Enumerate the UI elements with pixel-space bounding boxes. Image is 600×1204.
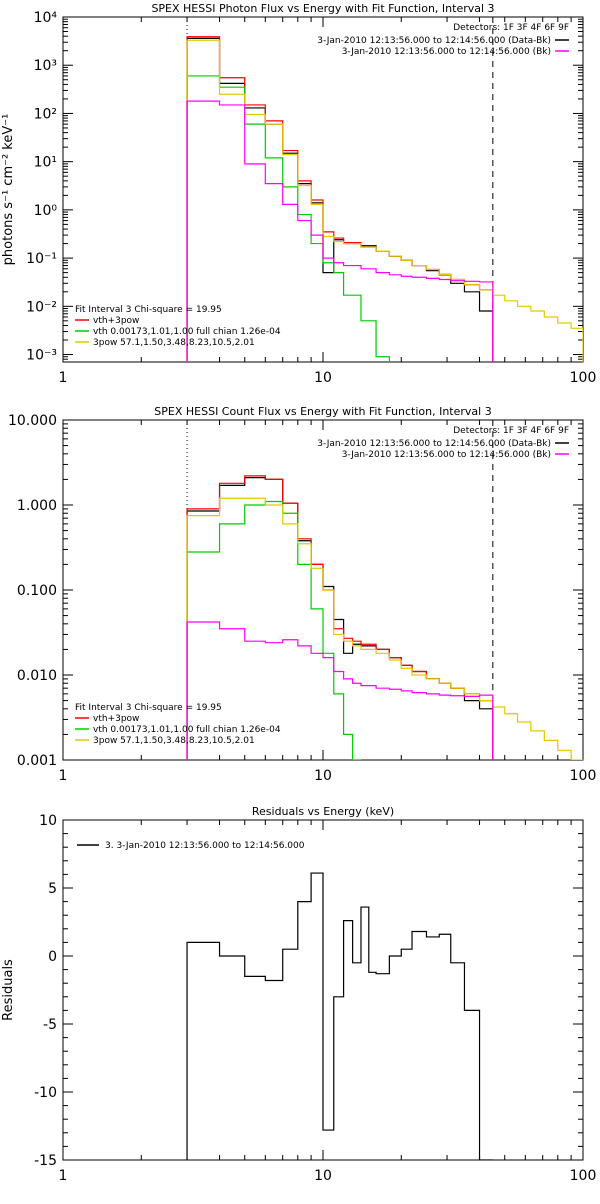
x-tick-label: 1 — [59, 768, 68, 784]
y-axis-label: photons s⁻¹ cm⁻² keV⁻¹ — [1, 114, 16, 266]
y-tick-label: 10.000 — [8, 413, 57, 429]
y-tick-label: -10 — [34, 1085, 57, 1101]
legend-entry-text: 3-Jan-2010 12:13:56.000 to 12:14:56.000 … — [342, 47, 551, 57]
series-group — [186, 872, 493, 1160]
y-tick-label: 10 — [39, 813, 57, 829]
y-tick-label: 10⁴ — [34, 10, 58, 26]
series-3-histogram — [186, 497, 583, 760]
fit-legend-entry: vth+3pow — [93, 714, 139, 724]
fit-legend-entry: 3pow 57.1,1.50,3.48,8.23,10.5,2.01 — [93, 338, 255, 348]
y-tick-label: 10⁻¹ — [26, 251, 57, 267]
fit-legend-title: Fit Interval 3 Chi-square = 19.95 — [75, 703, 222, 713]
y-tick-label: 1.000 — [17, 498, 57, 514]
y-tick-label: 0.001 — [17, 753, 57, 769]
y-tick-label: 0.010 — [17, 668, 57, 684]
x-tick-label: 100 — [570, 1168, 597, 1184]
chart-title: SPEX HESSI Photon Flux vs Energy with Fi… — [151, 2, 494, 15]
legend-entry-text: 3. 3-Jan-2010 12:13:56.000 to 12:14:56.0… — [105, 841, 305, 851]
legend-entry-text: 3-Jan-2010 12:13:56.000 to 12:14:56.000 … — [317, 36, 551, 46]
detectors-label: Detectors: 1F 3F 4F 6F 9F — [453, 23, 569, 33]
y-tick-label: -5 — [43, 1017, 57, 1033]
y-tick-label: 0.100 — [17, 583, 57, 599]
x-tick-label: 100 — [570, 370, 597, 386]
x-tick-label: 1 — [59, 1168, 68, 1184]
y-tick-label: -15 — [34, 1153, 57, 1169]
y-tick-label: 0 — [48, 949, 57, 965]
y-tick-label: 10² — [34, 106, 57, 122]
y-tick-label: 10⁰ — [34, 203, 58, 219]
series-group — [186, 36, 583, 362]
x-tick-label: 100 — [570, 768, 597, 784]
series-group — [186, 475, 583, 760]
y-tick-label: 10⁻³ — [26, 348, 57, 364]
x-tick-label: 10 — [314, 370, 332, 386]
y-axis-label: Residuals — [1, 959, 16, 1021]
detectors-label: Detectors: 1F 3F 4F 6F 9F — [453, 426, 569, 436]
fit-legend-title: Fit Interval 3 Chi-square = 19.95 — [75, 305, 222, 315]
chart-title: SPEX HESSI Count Flux vs Energy with Fit… — [154, 405, 491, 418]
legend-entry-text: 3-Jan-2010 12:13:56.000 to 12:14:56.000 … — [342, 450, 551, 460]
fit-legend-entry: vth+3pow — [93, 316, 139, 326]
fit-legend-entry: vth 0.00173,1.01,1.00 full chian 1.26e-0… — [93, 725, 281, 735]
y-tick-label: 10⁻² — [26, 299, 57, 315]
x-tick-label: 1 — [59, 370, 68, 386]
series-4-histogram — [186, 100, 494, 362]
series-2-histogram — [186, 500, 362, 760]
y-tick-label: 5 — [48, 881, 57, 897]
series-3-histogram — [186, 39, 583, 362]
legend-entry-text: 3-Jan-2010 12:13:56.000 to 12:14:56.000 … — [317, 439, 551, 449]
x-tick-label: 10 — [314, 768, 332, 784]
y-tick-label: 10¹ — [34, 155, 57, 171]
fit-legend-entry: vth 0.00173,1.01,1.00 full chian 1.26e-0… — [93, 327, 281, 337]
fit-legend-entry: 3pow 57.1,1.50,3.48,8.23,10.5,2.01 — [93, 736, 255, 746]
series-4-histogram — [186, 621, 494, 760]
chart-title: Residuals vs Energy (keV) — [252, 805, 394, 818]
x-tick-label: 10 — [314, 1168, 332, 1184]
y-tick-label: 10³ — [34, 58, 57, 74]
series-0-histogram — [186, 872, 493, 1160]
